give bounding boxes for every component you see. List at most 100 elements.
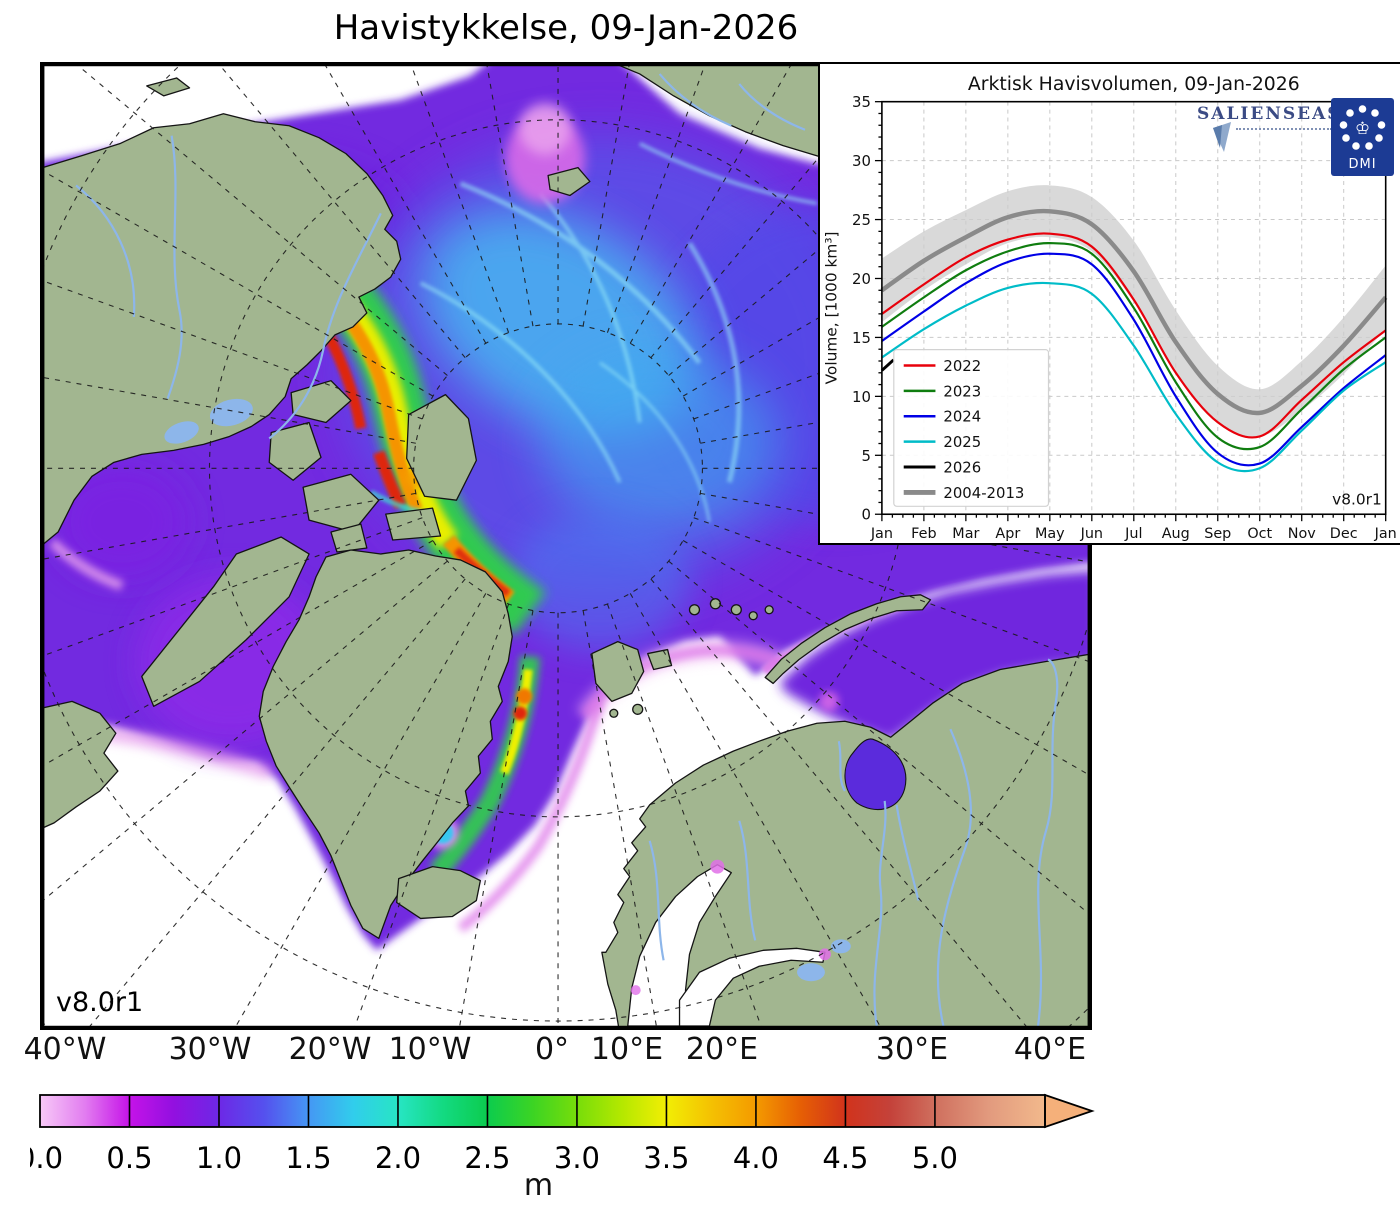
- meridian-line: [42, 560, 448, 903]
- meridian-line: [218, 64, 466, 359]
- meridian-line: [682, 540, 1090, 777]
- lon-label: 20°E: [685, 1032, 759, 1067]
- y-tick-label: 30: [852, 152, 871, 170]
- chart-ticks: [874, 101, 1387, 522]
- legend-label: 2025: [943, 433, 981, 451]
- y-tick-label: 5: [862, 447, 871, 465]
- y-tick-label: 20: [852, 270, 871, 288]
- great-bear-lake: [209, 398, 253, 427]
- victoria-island: [302, 473, 380, 533]
- baltic-gulf-finland: [678, 947, 826, 1027]
- y-tick-label: 25: [852, 211, 871, 229]
- x-tick-label: Oct: [1247, 526, 1272, 542]
- meridian-line: [87, 578, 466, 1028]
- meridian-line: [458, 610, 534, 1028]
- lon-label: 0°: [534, 1032, 570, 1067]
- dmi-logo-icon: ♔ DMI: [1339, 105, 1386, 172]
- chart-line-2024: [881, 252, 1387, 467]
- x-tick-label: Sep: [1204, 526, 1231, 542]
- y-tick-label: 15: [852, 329, 871, 347]
- map-border: [42, 64, 1090, 1028]
- dmi-logo-text: DMI: [1348, 157, 1376, 172]
- salienseas-logo: SALIENSEAS: [1197, 104, 1342, 124]
- meridian-line: [668, 64, 1041, 376]
- meridian-line: [42, 540, 434, 767]
- colorbar-extend-arrow: [1044, 1093, 1095, 1129]
- lon-label: 40°W: [23, 1032, 107, 1067]
- colorbar-tick-label: 4.0: [733, 1141, 779, 1175]
- meridian-line: [606, 603, 763, 1028]
- chart-title: Arktisk Havisvolumen, 09-Jan-2026: [968, 74, 1300, 95]
- colorbar-tick-label: 0.0: [30, 1141, 63, 1175]
- meridian-line: [42, 492, 416, 560]
- lon-label: 10°E: [590, 1032, 664, 1067]
- chart-line-mean: [880, 208, 1388, 416]
- lake-ladoga: [797, 963, 825, 982]
- meridian-line: [650, 64, 899, 359]
- colorbar-tick-label: 5.0: [912, 1141, 958, 1175]
- chart-line-2025: [881, 281, 1387, 473]
- legend-label: 2022: [943, 357, 981, 375]
- x-tick-label: Jan: [870, 526, 893, 542]
- meridian-line: [582, 610, 658, 1028]
- svalbard-isl-1: [632, 703, 644, 715]
- novaya-zemlya: [764, 594, 932, 685]
- x-tick-label: Aug: [1162, 526, 1190, 542]
- baffin-island: [141, 536, 310, 707]
- st-lawrence-island: [146, 77, 191, 97]
- ellesmere-island: [406, 393, 478, 501]
- x-tick-label: Jul: [1124, 526, 1142, 542]
- great-slave-lake: [164, 421, 199, 444]
- kara-sea-ice: [779, 570, 1090, 742]
- baltic-thin-ice: [630, 985, 641, 996]
- x-tick-label: Dec: [1330, 526, 1358, 542]
- x-tick-label: Mar: [952, 526, 979, 542]
- iceland-land: [396, 866, 482, 920]
- gulf-finland-thin-ice: [818, 948, 831, 961]
- dmi-logo: ♔ DMI: [1331, 98, 1394, 176]
- colorbar-tick-label: 2.5: [464, 1141, 510, 1175]
- fram-blue: [510, 512, 690, 652]
- colorbar-unit-label: m: [523, 1168, 554, 1203]
- somerset-island: [330, 523, 368, 553]
- salienseas-sail-icon: [1213, 122, 1231, 152]
- meridian-line: [629, 593, 882, 1028]
- legend-label: 2004-2013: [943, 484, 1024, 502]
- meridian-line: [353, 603, 510, 1028]
- meridian-line: [42, 279, 423, 420]
- meridian-line: [234, 593, 487, 1028]
- melville-island: [290, 380, 352, 424]
- colorbar-tick-label: 1.0: [196, 1141, 242, 1175]
- salienseas-tagline-dots: [1236, 128, 1332, 130]
- lon-label: 30°E: [875, 1032, 949, 1067]
- meridian-line: [582, 64, 630, 327]
- x-tick-label: Feb: [911, 526, 936, 542]
- meridian-line: [42, 169, 434, 397]
- meridian-line: [486, 64, 534, 327]
- chart-line-2022: [881, 232, 1387, 439]
- franz-josef-land: [688, 598, 774, 621]
- greenland-land: [258, 549, 513, 940]
- colorbar-gradient: [40, 1095, 1045, 1127]
- y-tick-label: 35: [852, 93, 871, 111]
- colorbar: 0.0 0.5 1.0 1.5 2.0 2.5 3.0 3.5 4.0 4.5 5.0: [30, 1093, 1095, 1175]
- legend-label: 2023: [943, 382, 981, 400]
- lon-label: 10°W: [388, 1032, 472, 1067]
- meridian-line: [668, 560, 1090, 916]
- y-tick-label: 0: [862, 506, 871, 524]
- x-tick-label: May: [1035, 526, 1065, 542]
- ice-streaks: [419, 141, 818, 523]
- rivers: [75, 73, 1059, 1027]
- meridian-line: [42, 517, 423, 657]
- devon-island: [385, 507, 442, 541]
- bothnia-thin-ice: [710, 859, 725, 874]
- meridian-line: [693, 517, 1090, 663]
- crown-icon: ♔: [1355, 119, 1370, 139]
- chart-ylabel: Volume, [1000 km³]: [822, 232, 840, 385]
- chart-version-label: v8.0r1: [1332, 490, 1382, 508]
- baltic-bothnia: [627, 864, 732, 1027]
- page-title: Havistykkelse, 09-Jan-2026: [333, 8, 799, 48]
- meridian-line: [629, 64, 793, 344]
